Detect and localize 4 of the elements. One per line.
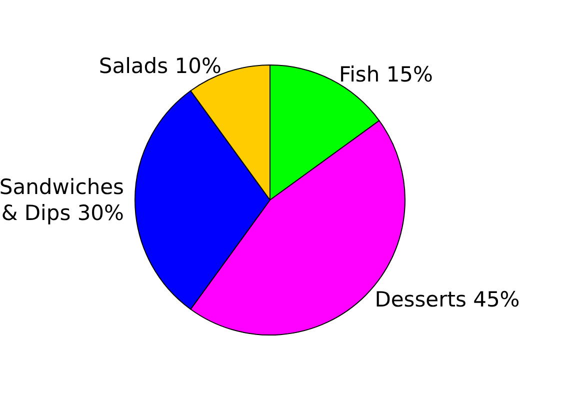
slice-label: Salads 10% (98, 54, 222, 78)
slice-label: Sandwiches & Dips 30% (0, 175, 124, 225)
slice-label: Desserts 45% (374, 288, 520, 312)
slice-label: Fish 15% (339, 62, 434, 86)
